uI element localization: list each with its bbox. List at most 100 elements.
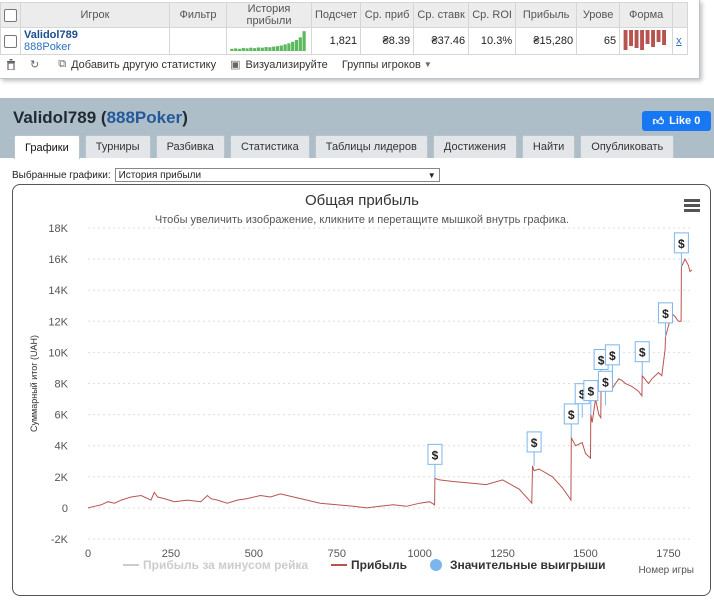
flag-label: $ [662,307,669,321]
x-tick-label: 0 [85,548,91,560]
flag-box [427,443,443,465]
tab-7[interactable]: Найти [521,135,576,158]
select-all-checkbox[interactable] [4,8,17,22]
remove-cell[interactable]: x [672,27,689,55]
flag-box [526,431,542,453]
level-cell: 65 [576,27,621,55]
big-win-flag[interactable]: $ [427,443,443,479]
sparkline-bar [275,45,280,51]
legend-label: Прибыль за минусом рейка [143,558,308,572]
player-name-link[interactable]: Validol789 [24,29,78,41]
chart-menu-icon[interactable] [684,199,700,212]
legend-item-big-wins[interactable]: Значительные выигрыши [430,558,606,572]
big-win-flag[interactable]: $ [526,431,542,466]
sparkline-bar [291,41,295,51]
add-stats-button[interactable]: ⧉ Добавить другую статистику [58,58,216,71]
form-bar [640,29,645,50]
refresh-button[interactable]: ↻ [30,58,44,71]
flag-label: $ [579,388,586,402]
form-bar [651,29,656,47]
form-bar [662,29,667,45]
col-form[interactable]: Форма [619,2,674,28]
flag-label: $ [568,408,575,422]
sparkline-bar [234,47,238,51]
y-tick-label: 10K [48,347,68,359]
flag-box [563,403,579,425]
col-profit-history[interactable]: История прибыли [226,2,312,28]
row-checkbox-cell[interactable] [0,27,21,55]
col-avg-profit[interactable]: Ср. приб [360,2,415,28]
remove-row-link[interactable]: x [676,35,682,47]
flag-label: $ [602,375,609,389]
select-all-cell[interactable] [0,2,21,28]
player-site-link[interactable]: 888Poker [24,41,72,53]
avg-roi-cell: 10.3% [468,27,517,55]
image-icon: ▣ [230,59,241,71]
form-cell [619,27,674,55]
profit-sparkline [230,30,306,51]
menu-line [684,204,700,207]
y-tick-label: -2K [51,534,69,546]
trash-icon [7,59,15,70]
col-avg-stake[interactable]: Ср. ставк [413,2,470,28]
col-profit[interactable]: Прибыль [515,2,578,28]
y-tick-label: 18K [48,223,68,235]
sparkline-bar [237,48,242,51]
legend-item-profit[interactable]: Прибыль [331,558,407,572]
y-tick-label: 14K [48,285,68,297]
stats-toolbar: ↻ ⧉ Добавить другую статистику ▣ Визуали… [6,58,451,71]
legend-item-rake[interactable]: Прибыль за минусом рейка [123,558,308,572]
thumbs-up-icon: 👍︎ [652,115,665,128]
count-cell: 1,821 [310,27,362,55]
facebook-like-button[interactable]: 👍︎ Like 0 [642,111,711,131]
col-avg-roi[interactable]: Ср. ROI [468,2,517,28]
big-win-flag[interactable]: $ [604,344,620,379]
big-win-flag[interactable]: $ [583,380,599,415]
tab-6[interactable]: Достижения [432,135,517,158]
big-win-flag[interactable]: $ [634,341,650,376]
col-player[interactable]: Игрок [20,2,170,28]
flag-label: $ [609,349,616,363]
chart-subtitle: Чтобы увеличить изображение, кликните и … [155,214,569,226]
player-site-title[interactable]: 888Poker [106,108,183,127]
col-filter[interactable]: Фильтр [169,2,227,28]
chart-selector-dropdown[interactable]: История прибыли ▼ [114,168,440,182]
flag-label: $ [587,385,594,399]
big-win-flag[interactable]: $ [563,403,579,438]
col-level[interactable]: Урове [576,2,621,28]
x-tick-label: 750 [328,548,346,560]
flag-box [657,302,673,324]
tab-1[interactable]: Графики [14,135,80,159]
big-win-flag[interactable]: $ [597,370,613,406]
profit-chart[interactable]: Общая прибыль Чтобы увеличить изображение… [13,185,710,595]
big-win-flag[interactable]: $ [657,302,673,337]
chart-selector-label: Выбранные графики: [12,169,111,181]
chart-title: Общая прибыль [305,192,419,209]
stats-table: Игрок Фильтр История прибыли Подсчет Ср.… [0,2,689,55]
chart-selector-row: Выбранные графики: История прибыли ▼ [12,168,440,182]
player-groups-dropdown[interactable]: Группы игроков ▼ [342,59,437,71]
tab-3[interactable]: Разбивка [155,135,225,158]
player-groups-label: Группы игроков [341,58,421,71]
delete-button[interactable] [6,59,16,70]
col-count[interactable]: Подсчет [310,2,362,28]
tab-5[interactable]: Таблицы лидеров [314,135,428,158]
row-checkbox[interactable] [4,34,17,48]
tab-8[interactable]: Опубликовать [580,135,675,158]
y-tick-label: 4K [55,441,69,453]
form-bar [634,29,639,48]
chart-panel: Общая прибыль Чтобы увеличить изображение… [12,184,711,596]
flag-label: $ [639,346,646,360]
x-axis-label: Номер игры [638,565,694,576]
avg-profit-cell: ₴8.39 [360,27,415,55]
y-tick-label: 8K [55,379,69,391]
flag-box [673,232,689,254]
big-win-flag[interactable]: $ [673,232,689,267]
stats-panel: Игрок Фильтр История прибыли Подсчет Ср.… [0,0,700,79]
tab-4[interactable]: Статистика [229,135,310,158]
visualize-button[interactable]: ▣ Визуализируйте [230,58,328,72]
sparkline-bar [302,30,306,51]
sparkline-bar [241,47,245,51]
tab-2[interactable]: Турниры [84,135,151,158]
sparkline-bar [287,42,291,51]
